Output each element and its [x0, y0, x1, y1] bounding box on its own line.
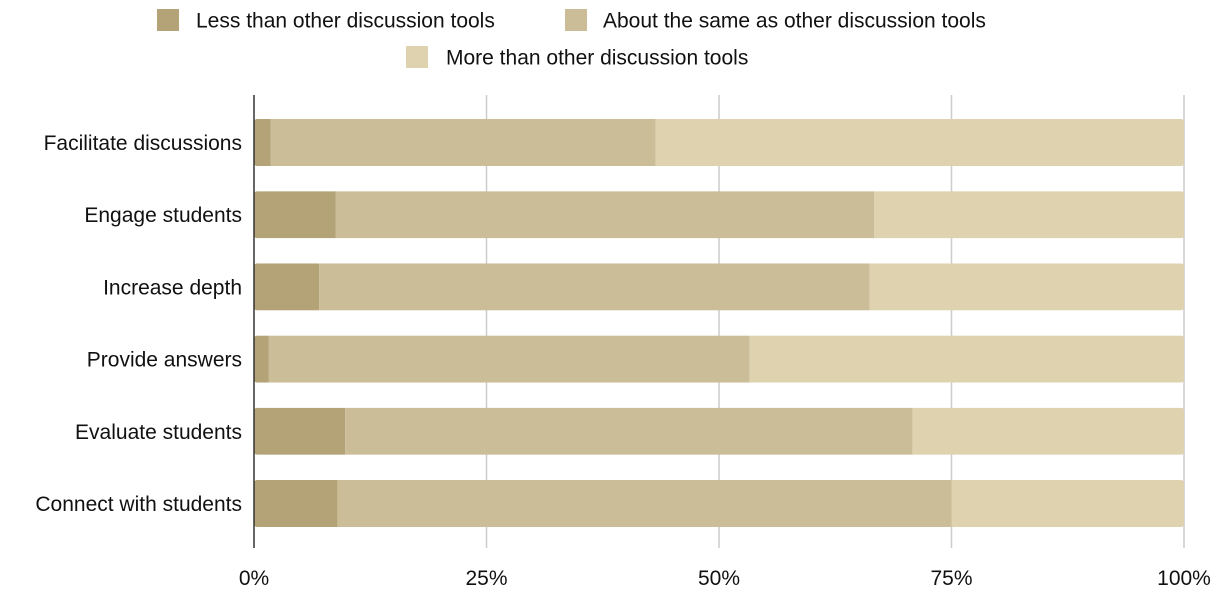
- bar-segment-facilitate-discussions-more: [655, 119, 1184, 166]
- x-tick-label: 0%: [239, 567, 269, 590]
- bar-segment-provide-answers-less: [254, 335, 269, 383]
- category-label: Provide answers: [87, 349, 242, 372]
- bar-segment-facilitate-discussions-same: [270, 119, 656, 166]
- x-tick-label: 25%: [465, 567, 507, 590]
- bar-segment-facilitate-discussions-less: [254, 119, 271, 166]
- bar-segment-provide-answers-more: [749, 335, 1184, 383]
- bar-segment-connect-with-students-same: [337, 480, 952, 527]
- legend-swatch: [157, 9, 179, 31]
- x-tick-label: 100%: [1157, 567, 1211, 590]
- bar-segment-increase-depth-less: [254, 263, 320, 311]
- bar-segment-provide-answers-same: [268, 335, 750, 383]
- bar-segment-increase-depth-same: [319, 263, 870, 311]
- legend-label: More than other discussion tools: [446, 47, 748, 70]
- bar-segment-engage-students-same: [335, 191, 875, 239]
- category-labels: Facilitate discussions Engage students Inc…: [35, 132, 242, 516]
- bar-segment-evaluate-students-same: [345, 407, 913, 455]
- legend-swatch: [565, 9, 587, 31]
- category-label: Connect with students: [35, 493, 242, 516]
- legend-label: Less than other discussion tools: [196, 10, 495, 33]
- x-tick-labels: 0% 25% 50% 75% 100%: [239, 567, 1211, 590]
- bars: [254, 119, 1184, 527]
- legend-swatch: [406, 46, 428, 68]
- legend-item-more: More than other discussion tools: [406, 46, 748, 70]
- bar-segment-connect-with-students-less: [254, 480, 338, 527]
- category-label: Increase depth: [103, 276, 242, 299]
- bar-row-engage-students: [254, 191, 1184, 239]
- legend-item-same: About the same as other discussion tools: [565, 9, 986, 33]
- bar-row-connect-with-students: [254, 480, 1184, 527]
- legend-label: About the same as other discussion tools: [603, 10, 986, 33]
- legend-item-less: Less than other discussion tools: [157, 9, 495, 33]
- bar-segment-engage-students-more: [874, 191, 1184, 239]
- x-tick-label: 75%: [930, 567, 972, 590]
- gridlines: [485, 95, 1185, 548]
- x-tick-label: 50%: [698, 567, 740, 590]
- category-label: Engage students: [84, 204, 242, 227]
- bar-segment-engage-students-less: [254, 191, 336, 239]
- category-label: Evaluate students: [75, 421, 242, 444]
- bar-segment-connect-with-students-more: [951, 480, 1184, 527]
- bar-row-provide-answers: [254, 335, 1184, 383]
- legend: Less than other discussion tools About th…: [157, 9, 986, 70]
- bar-segment-increase-depth-more: [869, 263, 1184, 311]
- bar-segment-evaluate-students-more: [912, 407, 1184, 455]
- category-label: Facilitate discussions: [44, 132, 242, 155]
- bar-segment-evaluate-students-less: [254, 407, 346, 455]
- bar-row-increase-depth: [254, 263, 1184, 311]
- bar-row-evaluate-students: [254, 407, 1184, 455]
- bar-row-facilitate-discussions: [254, 119, 1184, 166]
